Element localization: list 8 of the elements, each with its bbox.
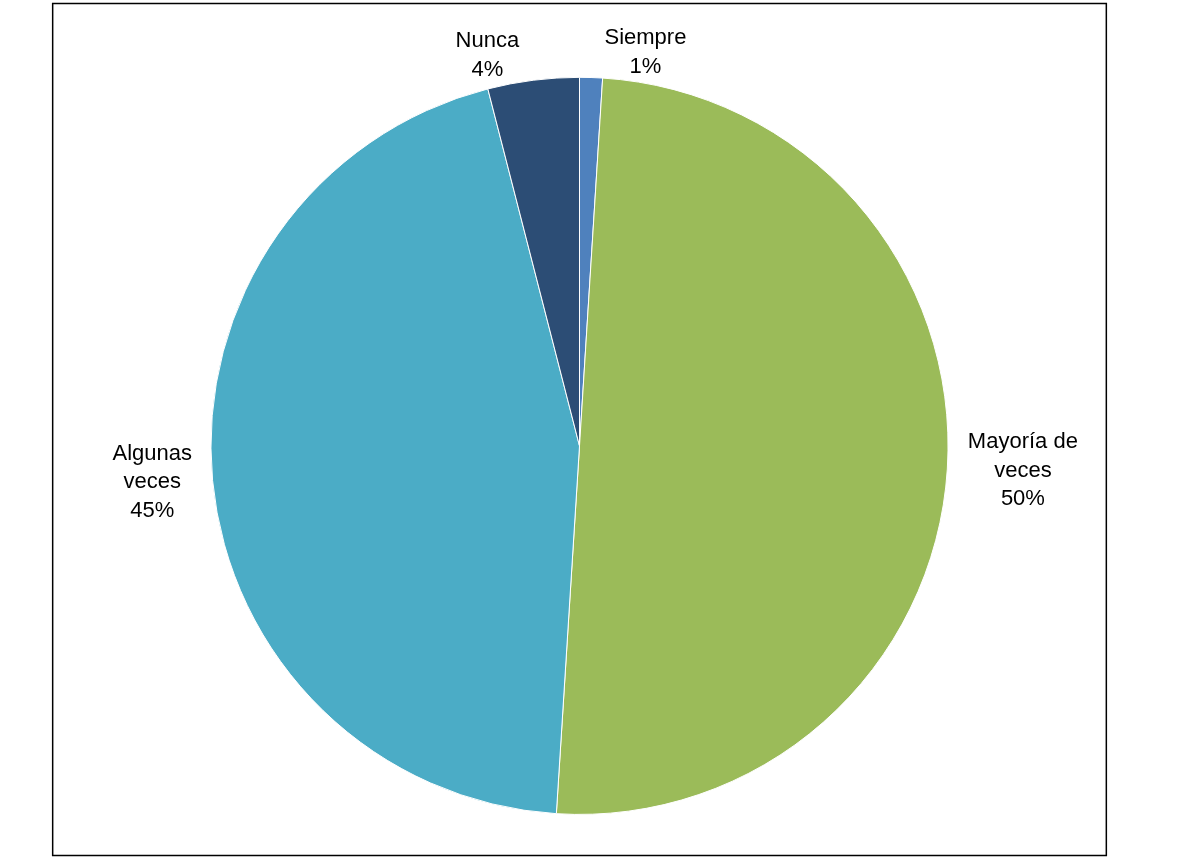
- data-label: 50%: [1000, 485, 1045, 511]
- data-label: 45%: [130, 497, 175, 523]
- slice-label: Mayoría de veces: [967, 428, 1078, 482]
- slice-label: Algunas veces: [112, 439, 193, 494]
- data-label: 1%: [629, 52, 662, 78]
- slice-label: Nunca: [455, 27, 520, 53]
- data-label: 4%: [471, 55, 504, 81]
- slice-label: Siempre: [604, 23, 687, 49]
